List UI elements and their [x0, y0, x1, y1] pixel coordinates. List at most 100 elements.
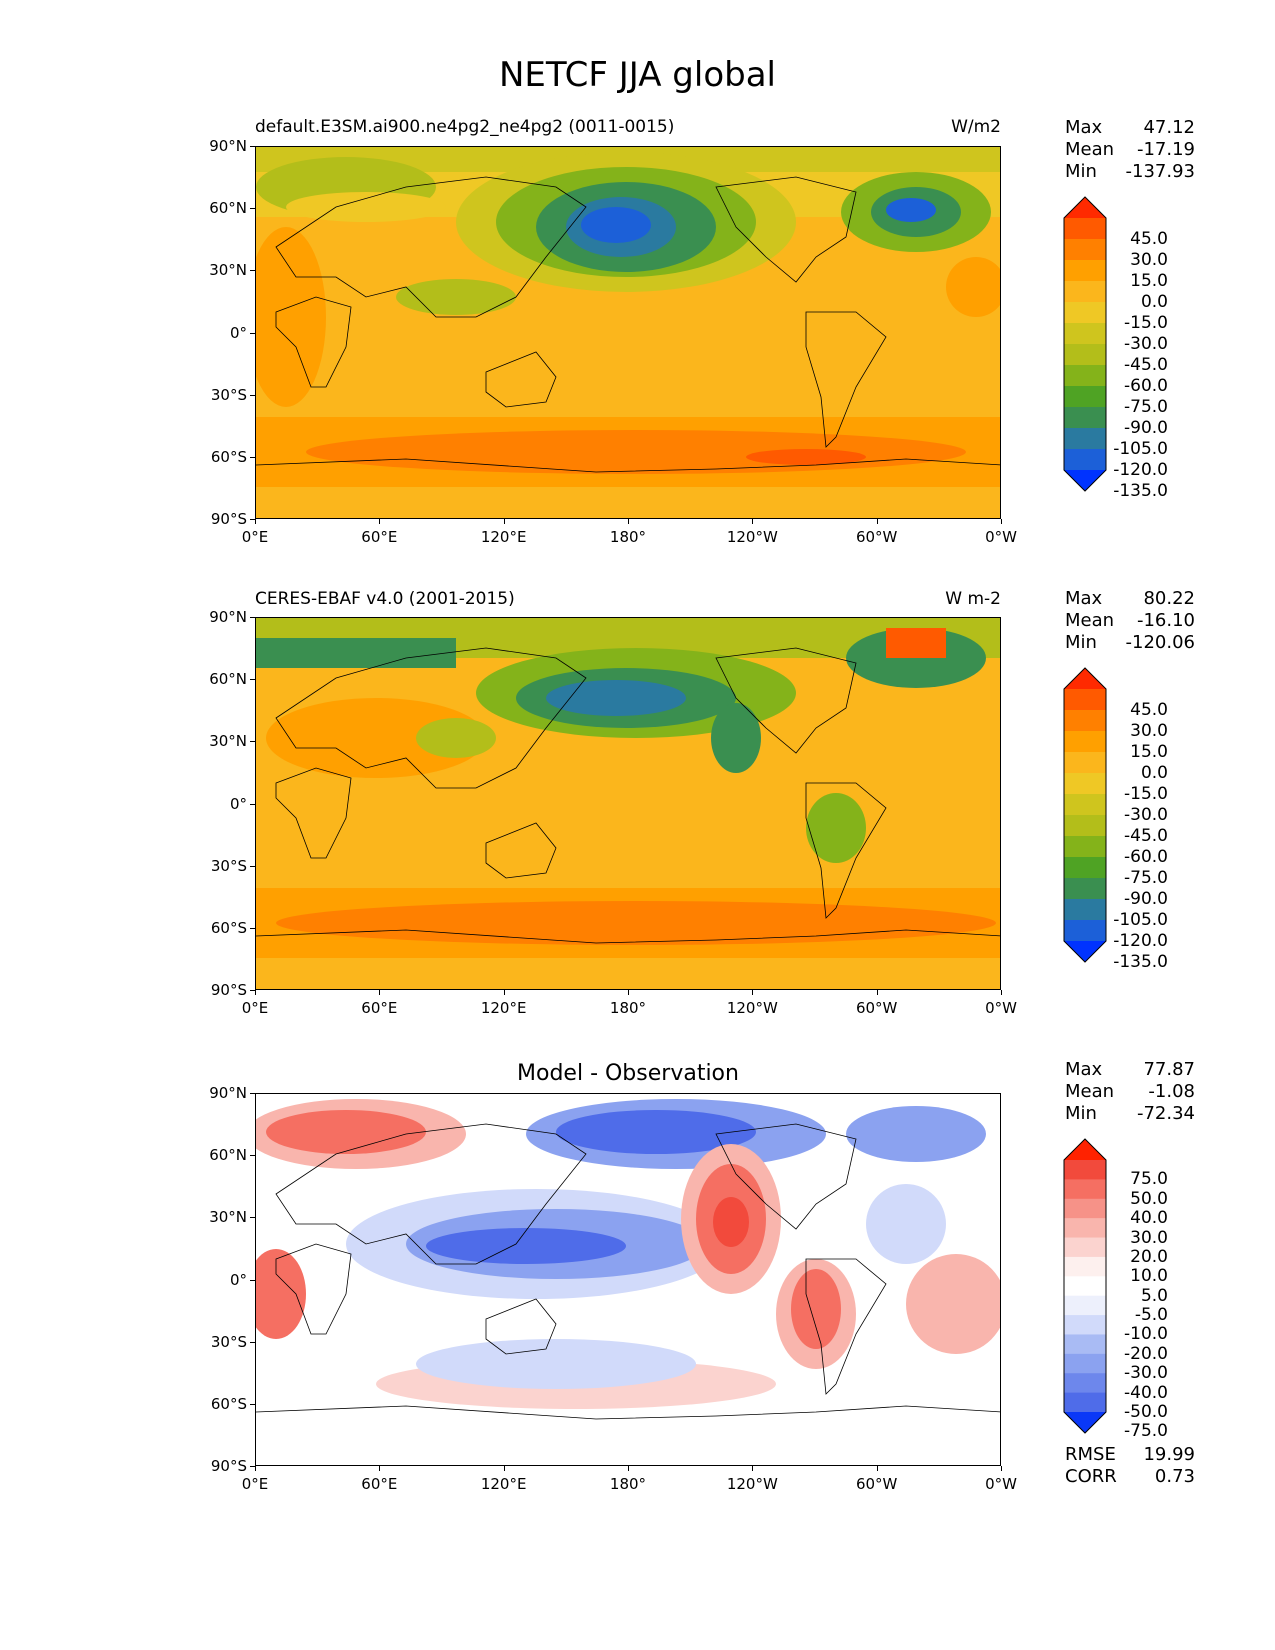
- colorbar-tick-label: -45.0: [1124, 826, 1168, 846]
- lon-tick-label: 60°W: [855, 528, 898, 546]
- colorbar-extend-max: [1064, 1139, 1106, 1160]
- stats-observation: Max 80.22 Mean -16.10 Min -120.06: [1065, 588, 1195, 654]
- colorbar-tick-label: 0.0: [1140, 763, 1168, 783]
- corr-label: CORR: [1065, 1466, 1117, 1487]
- lon-tick: [628, 990, 629, 995]
- lon-tick: [255, 990, 256, 995]
- panel-obs-title: CERES-EBAF v4.0 (2001-2015): [255, 589, 515, 609]
- colorbar-segment: [1064, 1295, 1106, 1316]
- lon-tick: [255, 1466, 256, 1471]
- colorbar-tick-label: 30.0: [1130, 721, 1168, 741]
- lat-tick: [250, 617, 255, 618]
- colorbar-tick-label: -20.0: [1124, 1343, 1168, 1364]
- stat-max-label: Max: [1065, 117, 1103, 138]
- colorbar-tick-label: 75.0: [1130, 1169, 1168, 1190]
- colorbar-segment: [1064, 1276, 1106, 1297]
- lat-tick-label: 90°N: [209, 1084, 247, 1102]
- lat-tick: [250, 1217, 255, 1219]
- stat-mean-label: Mean: [1065, 139, 1115, 160]
- stat-mean-label: Mean: [1065, 1081, 1115, 1102]
- stat-max: 80.22: [1143, 588, 1195, 609]
- lat-tick: [250, 1341, 255, 1343]
- lon-tick: [379, 990, 381, 995]
- lon-tick-label: 120°W: [726, 1475, 778, 1493]
- lat-tick: [250, 803, 255, 805]
- colorbar-segment: [1064, 752, 1106, 774]
- colorbar-segment: [1064, 1353, 1106, 1374]
- colorbar-segment: [1064, 1179, 1106, 1200]
- colorbar-tick-label: 45.0: [1130, 229, 1168, 249]
- lat-tick: [250, 990, 255, 991]
- lon-tick: [876, 990, 878, 995]
- stat-min-label: Min: [1065, 161, 1097, 182]
- colorbar-tick-label: -135.0: [1113, 952, 1168, 972]
- lat-tick-label: 30°S: [210, 385, 247, 404]
- stat-min: -137.93: [1125, 161, 1195, 182]
- lon-tick: [255, 519, 256, 524]
- lon-tick-label: 180°: [609, 1475, 647, 1493]
- colorbar-tick-label: 10.0: [1130, 1266, 1168, 1287]
- lat-tick-label: 60°S: [210, 918, 247, 937]
- colorbar-tick-label: 50.0: [1130, 1188, 1168, 1209]
- lat-tick: [250, 519, 255, 520]
- colorbar-tick-label: -40.0: [1124, 1382, 1168, 1403]
- lat-tick-label: 0°: [229, 323, 247, 342]
- colorbar-segment: [1064, 1256, 1106, 1277]
- lat-tick: [250, 208, 255, 210]
- lat-tick: [250, 1403, 255, 1405]
- lat-tick: [250, 1155, 255, 1157]
- colorbar-tick-label: -75.0: [1124, 868, 1168, 888]
- lat-tick-label: 30°S: [210, 856, 247, 875]
- colorbar-tick-label: -15.0: [1124, 313, 1168, 333]
- lat-tick: [250, 1279, 255, 1281]
- colorbar-extend-max: [1064, 668, 1106, 689]
- lat-tick-label: 60°S: [210, 447, 247, 466]
- colorbar-tick-label: -105.0: [1113, 439, 1168, 459]
- lon-tick-label: 60°W: [855, 999, 898, 1017]
- stat-mean: -16.10: [1136, 610, 1195, 631]
- colorbar-segment: [1064, 365, 1106, 387]
- lat-tick: [250, 927, 255, 929]
- colorbar-outline: [1063, 196, 1107, 492]
- lat-tick: [250, 1466, 255, 1467]
- colorbar-segment: [1064, 281, 1106, 303]
- stat-mean-label: Mean: [1065, 610, 1115, 631]
- lon-tick-label: 0°E: [241, 528, 269, 546]
- lon-tick-label: 0°W: [985, 528, 1017, 546]
- lon-tick: [379, 519, 381, 524]
- lon-tick: [503, 990, 505, 995]
- colorbar-segment: [1064, 1315, 1106, 1335]
- lat-tick: [250, 456, 255, 458]
- colorbar-tick-label: 40.0: [1130, 1208, 1168, 1229]
- colorbar-segment: [1064, 878, 1106, 900]
- lat-tick-label: 60°N: [209, 199, 247, 218]
- lon-tick: [752, 1466, 754, 1471]
- lon-tick: [503, 1466, 505, 1471]
- lon-tick-label: 120°W: [726, 528, 778, 546]
- colorbar-tick-label: -135.0: [1113, 481, 1168, 501]
- colorbar-segment: [1064, 428, 1106, 450]
- colorbar-segment: [1064, 302, 1106, 324]
- colorbar: [1063, 196, 1107, 492]
- corr-value: 0.73: [1154, 1466, 1195, 1487]
- colorbar-tick-label: 45.0: [1130, 700, 1168, 720]
- colorbar-segment: [1064, 1334, 1106, 1355]
- colorbar: [1063, 667, 1107, 963]
- lat-tick: [250, 146, 255, 147]
- colorbar-tick-label: -10.0: [1124, 1324, 1168, 1345]
- colorbar-segment: [1064, 1237, 1106, 1258]
- stats-difference: Max 77.87 Mean -1.08 Min -72.34: [1065, 1059, 1195, 1125]
- colorbar-tick-label: 30.0: [1130, 250, 1168, 270]
- colorbar-extend-max: [1064, 197, 1106, 218]
- panel-diff-title: Model - Observation: [517, 1061, 739, 1086]
- lat-tick-label: 60°N: [209, 1146, 247, 1165]
- colorbar-extend-min: [1064, 470, 1106, 491]
- stat-mean: -1.08: [1148, 1081, 1195, 1102]
- colorbar-tick-label: -15.0: [1124, 784, 1168, 804]
- colorbar-tick-label: -30.0: [1124, 805, 1168, 825]
- lon-tick-label: 0°E: [241, 1475, 269, 1493]
- colorbar: [1063, 1138, 1107, 1434]
- lon-tick-label: 180°: [609, 528, 647, 546]
- lat-tick: [250, 679, 255, 681]
- stat-min: -120.06: [1125, 632, 1195, 653]
